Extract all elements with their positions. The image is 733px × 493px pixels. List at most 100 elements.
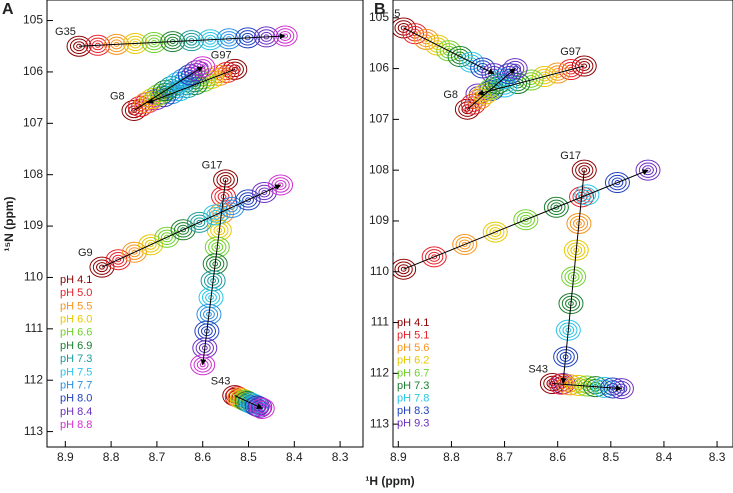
contour xyxy=(66,35,92,57)
x-tick-label: 8.3 xyxy=(332,450,349,464)
contour xyxy=(522,217,529,223)
contour xyxy=(519,214,532,225)
y-tick-label: 108 xyxy=(369,162,389,176)
contour xyxy=(193,217,206,228)
contour xyxy=(251,181,277,203)
shift-arrow xyxy=(147,68,235,104)
contour xyxy=(577,187,597,203)
y-tick-label: 111 xyxy=(371,315,390,329)
contour xyxy=(439,43,458,59)
contour xyxy=(450,48,470,65)
contour xyxy=(491,78,504,89)
contour xyxy=(225,202,238,213)
contour xyxy=(452,233,478,255)
contour xyxy=(492,229,499,235)
contour xyxy=(250,399,269,415)
contour xyxy=(219,174,232,185)
contour xyxy=(547,199,566,216)
contour xyxy=(211,242,224,253)
contour xyxy=(249,397,275,419)
contour xyxy=(584,192,590,198)
contour xyxy=(216,28,242,50)
contour xyxy=(121,241,147,263)
peak-label: G8 xyxy=(443,89,458,101)
contour xyxy=(500,76,507,82)
legend-entry: pH 6.7 xyxy=(397,367,429,379)
contour xyxy=(461,241,468,247)
contour xyxy=(567,242,586,258)
x-tick-label: 8.9 xyxy=(57,450,74,464)
contour xyxy=(203,204,229,226)
contour xyxy=(131,249,138,255)
peak-label: G97 xyxy=(211,49,232,61)
legend-entry: pH 4.1 xyxy=(60,274,92,286)
contour xyxy=(170,219,196,241)
contour xyxy=(242,394,268,416)
contour xyxy=(168,84,175,90)
contour xyxy=(89,256,115,278)
contour xyxy=(212,212,219,218)
x-tick-label: 8.8 xyxy=(103,450,120,464)
legend-entry: pH 5.5 xyxy=(60,300,92,312)
contour xyxy=(219,196,245,218)
contour xyxy=(400,266,407,272)
x-tick-label: 8.5 xyxy=(602,450,619,464)
plot-area: G35 G97 G8 G17 G9 S43 xyxy=(55,25,298,419)
y-tick-label: 109 xyxy=(23,218,43,232)
peak-label: G8 xyxy=(110,90,125,102)
contour xyxy=(502,58,528,80)
y-tick-label: 108 xyxy=(23,167,43,181)
legend-entry: pH 5.1 xyxy=(397,330,429,342)
y-tick-label: 105 xyxy=(23,13,43,27)
contour xyxy=(121,99,147,121)
y-axis-title: ¹⁵N (ppm) xyxy=(2,197,16,252)
contour xyxy=(186,211,212,233)
contour xyxy=(561,295,581,312)
contour xyxy=(131,107,137,113)
contour xyxy=(394,20,413,36)
contour xyxy=(128,247,141,258)
contour xyxy=(556,349,575,365)
x-tick-label: 8.6 xyxy=(194,450,211,464)
contour xyxy=(96,262,108,273)
legend-entry: pH 6.0 xyxy=(60,314,92,326)
contour xyxy=(217,191,230,202)
contour xyxy=(208,75,214,81)
peak-label: G17 xyxy=(202,160,223,172)
contour xyxy=(231,66,238,72)
contour xyxy=(417,31,436,48)
contour xyxy=(455,236,474,253)
contour xyxy=(600,377,626,399)
contour xyxy=(513,209,539,231)
y-tick-label: 106 xyxy=(23,64,43,78)
contour xyxy=(545,62,571,84)
contour xyxy=(558,59,584,81)
x-tick-label: 8.6 xyxy=(549,450,566,464)
x-tick-label: 8.5 xyxy=(240,450,257,464)
contour xyxy=(203,309,215,320)
contour xyxy=(261,189,268,195)
x-tick-label: 8.9 xyxy=(390,450,407,464)
contour xyxy=(201,70,221,87)
contour xyxy=(258,187,271,198)
contour xyxy=(611,177,624,188)
y-tick-label: 109 xyxy=(369,213,389,227)
contour xyxy=(566,213,592,234)
contour xyxy=(535,68,554,85)
x-tick-label: 8.4 xyxy=(286,450,303,464)
contour xyxy=(473,60,492,76)
y-tick-label: 112 xyxy=(370,366,389,380)
contour xyxy=(393,258,417,280)
contour xyxy=(207,275,220,286)
contour xyxy=(574,184,600,206)
contour xyxy=(138,234,164,256)
contour xyxy=(575,162,594,178)
shift-arrow xyxy=(234,395,263,409)
contour xyxy=(85,34,111,56)
contour xyxy=(242,194,254,205)
contour xyxy=(425,249,444,265)
y-tick-label: 110 xyxy=(24,270,43,284)
contour xyxy=(561,61,581,78)
legend-entry: pH 7.7 xyxy=(60,380,92,392)
contour xyxy=(476,96,483,102)
